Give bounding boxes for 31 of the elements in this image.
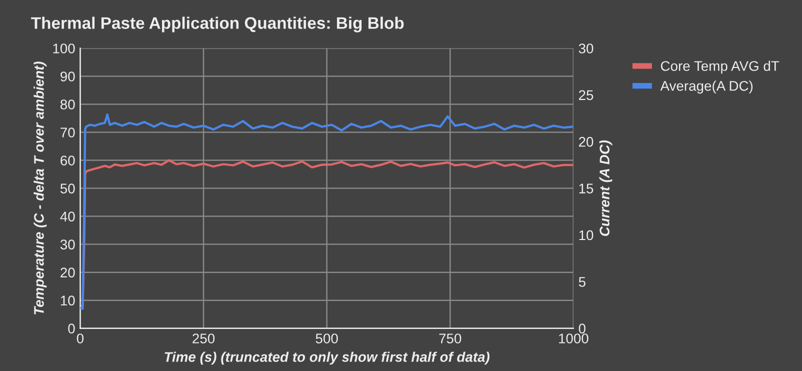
x-axis-title: Time (s) (truncated to only show first half of data) [164,352,490,365]
y-tick-label: 90 [60,72,75,82]
y-tick-label: 70 [60,128,75,138]
y-tick-label: 80 [60,100,75,110]
y2-tick-label: 0 [578,324,586,334]
y-tick-label: 20 [60,268,75,278]
y2-tick-label: 5 [578,277,586,287]
y-tick-label: 60 [60,156,75,166]
x-tick-label: 250 [192,334,215,344]
y-tick-label: 50 [60,184,75,194]
x-tick-label: 1000 [559,334,588,344]
y2-tick-label: 15 [579,184,594,194]
x-tick-label: 0 [76,334,84,344]
line-series [80,159,574,308]
chart-title: Thermal Paste Application Quantities: Big Blob [31,16,404,32]
y2-tick-label: 10 [579,230,594,240]
x-tick-label: 750 [439,334,462,344]
y-tick-label: 30 [60,240,75,250]
x-tick-label: 500 [316,334,338,344]
line-series [80,113,574,310]
y2-axis-title: Current (A DC) [599,140,612,236]
y-tick-label: 100 [53,44,75,54]
y2-tick-label: 20 [578,136,594,147]
y-tick-label: 10 [60,296,75,306]
legend-label: Average(A DC) [660,80,753,94]
y-tick-label: 0 [68,324,75,334]
y-axis-title: Temperature (C - delta T over ambient) [34,62,47,314]
y2-tick-label: 30 [578,44,594,54]
legend-label: Core Temp AVG dT [660,60,780,74]
y2-tick-label: 25 [578,90,594,100]
y-tick-label: 40 [60,212,75,222]
